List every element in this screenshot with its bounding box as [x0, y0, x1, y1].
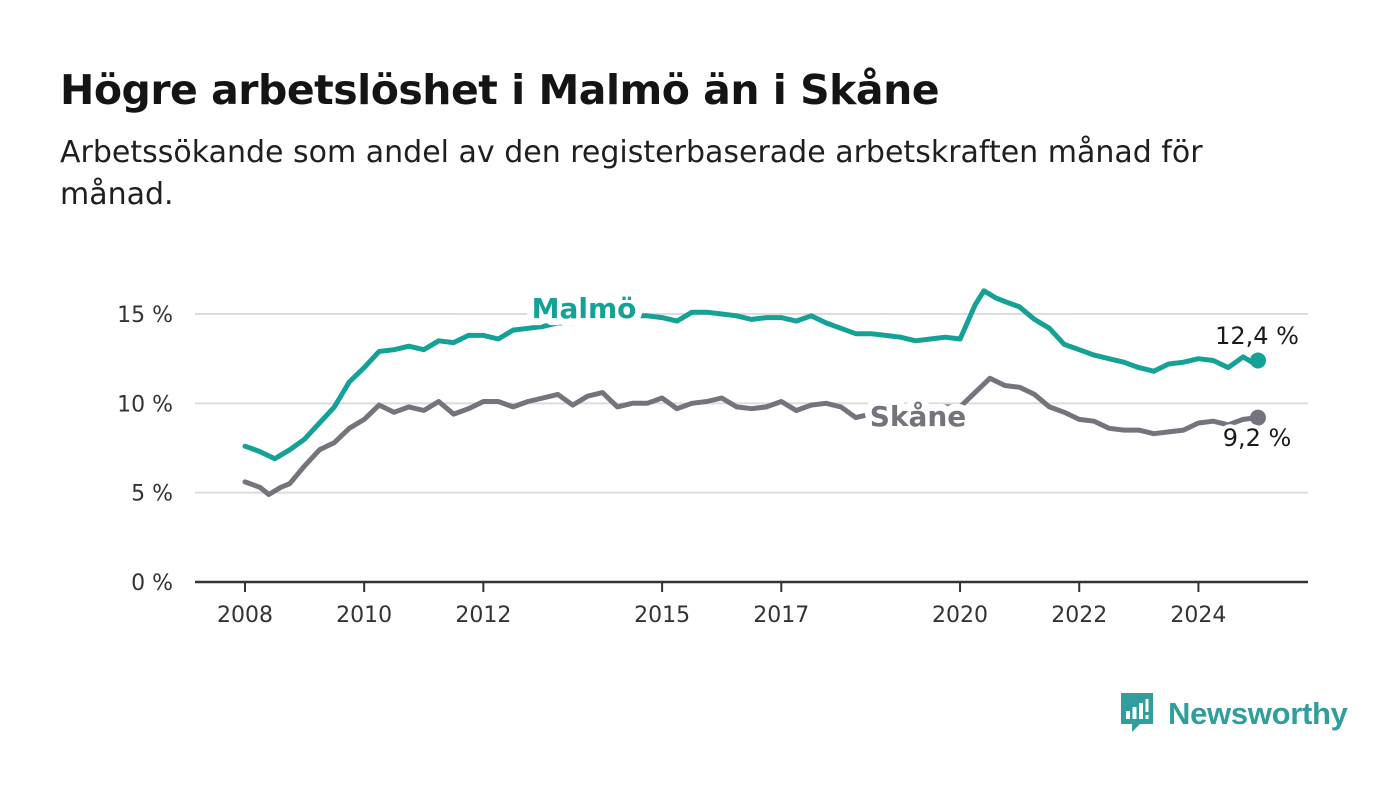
axes: 0 % 5 % 10 % 15 % 2008 2010 2012 2015 2017 2020 20… — [117, 303, 1308, 628]
malmo-series-label: Malmö — [532, 292, 637, 325]
malmo-end-value-label: 12,4 % — [1215, 322, 1299, 350]
skane-series-label: Skåne — [870, 400, 967, 433]
brand-name: Newsworthy — [1168, 696, 1348, 731]
y-tick-label: 0 % — [131, 571, 173, 596]
grid-lines — [195, 313, 1308, 494]
newsworthy-logo-icon — [1118, 690, 1156, 738]
skane-end-point — [1250, 409, 1266, 426]
malmo-line — [242, 288, 1261, 462]
y-tick-label: 10 % — [117, 392, 173, 417]
x-tick-label: 2010 — [336, 603, 392, 628]
skane-end-value-label: 9,2 % — [1223, 424, 1292, 452]
x-tick-label: 2020 — [932, 603, 988, 628]
malmo-end-point — [1250, 352, 1266, 369]
x-tick-label: 2015 — [634, 603, 690, 628]
chart-subtitle: Arbetssökande som andel av den registerb… — [60, 135, 1203, 212]
x-tick-label: 2008 — [217, 603, 273, 628]
x-tick-label: 2012 — [455, 603, 511, 628]
skane-line — [242, 375, 1261, 497]
y-tick-label: 5 % — [131, 482, 173, 507]
newsworthy-brand[interactable]: Newsworthy — [1118, 690, 1348, 738]
chart-title: Högre arbetslöshet i Malmö än i Skåne — [60, 66, 940, 114]
series-labels: Malmö Skåne 12,4 % 9,2 % — [525, 285, 1303, 456]
y-tick-label: 15 % — [117, 303, 173, 328]
x-tick-label: 2024 — [1170, 603, 1226, 628]
x-tick-label: 2022 — [1051, 603, 1107, 628]
series-lines — [242, 288, 1266, 497]
x-tick-label: 2017 — [753, 603, 809, 628]
